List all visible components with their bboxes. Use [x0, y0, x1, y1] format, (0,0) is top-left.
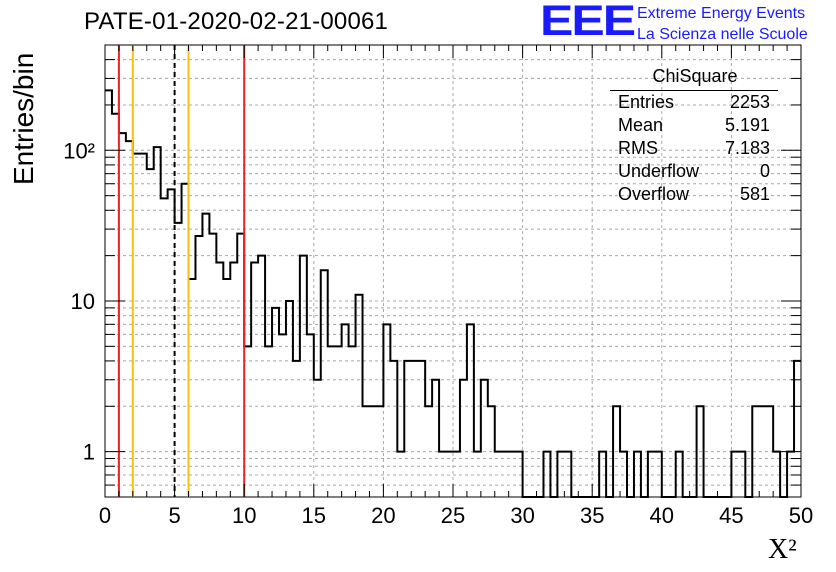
eee-logo-line2: La Scienza nelle Scuole	[637, 26, 808, 43]
y-axis-label: Entries/bin	[8, 52, 39, 185]
x-tick-label: 10	[232, 503, 256, 528]
eee-logo: EEE Extreme Energy Events La Scienza nel…	[540, 0, 836, 46]
x-axis-ticks	[104, 45, 802, 497]
stat-value: 0	[759, 161, 770, 181]
stat-value: 5.191	[724, 115, 770, 135]
stat-row-overflow: Overflow 581	[618, 184, 770, 206]
stat-label: RMS	[618, 138, 658, 158]
histogram-series	[105, 89, 801, 498]
stat-value: 7.183	[724, 138, 770, 158]
chart-title: PATE-01-2020-02-21-00061	[84, 8, 389, 35]
x-tick-label: 15	[302, 503, 326, 528]
y-tick-label: 1	[83, 440, 95, 465]
stat-row-mean: Mean 5.191	[618, 115, 770, 137]
stat-label: Entries	[618, 92, 675, 112]
x-axis-label: X²	[768, 534, 797, 565]
x-tick-label: 30	[510, 503, 534, 528]
stats-box: ChiSquare Entries 2253 Mean 5.191 RMS 7.…	[610, 66, 780, 206]
y-tick-label: 10	[71, 289, 95, 314]
eee-logo-line1: Extreme Energy Events	[637, 5, 806, 22]
x-tick-label: 0	[99, 503, 111, 528]
stat-row-entries: Entries 2253	[618, 92, 770, 114]
x-tick-label: 5	[168, 503, 180, 528]
stats-title: ChiSquare	[652, 66, 738, 86]
stat-row-rms: RMS 7.183	[618, 138, 770, 160]
stat-label: Underflow	[618, 161, 700, 181]
eee-logo-mark: EEE	[540, 0, 636, 45]
stat-value: 581	[739, 184, 770, 204]
x-tick-label: 25	[441, 503, 465, 528]
y-axis-ticks	[105, 44, 801, 498]
x-tick-label: 20	[371, 503, 395, 528]
stat-value: 2253	[729, 92, 770, 112]
stat-label: Mean	[618, 115, 664, 135]
grid	[105, 45, 801, 497]
x-tick-label: 50	[789, 503, 813, 528]
stat-row-underflow: Underflow 0	[618, 161, 770, 183]
x-tick-label: 45	[719, 503, 743, 528]
stat-label: Overflow	[618, 184, 690, 204]
y-tick-label: 10²	[63, 138, 95, 163]
x-tick-label: 35	[580, 503, 604, 528]
stats-divider	[610, 90, 778, 91]
x-tick-label: 40	[650, 503, 674, 528]
